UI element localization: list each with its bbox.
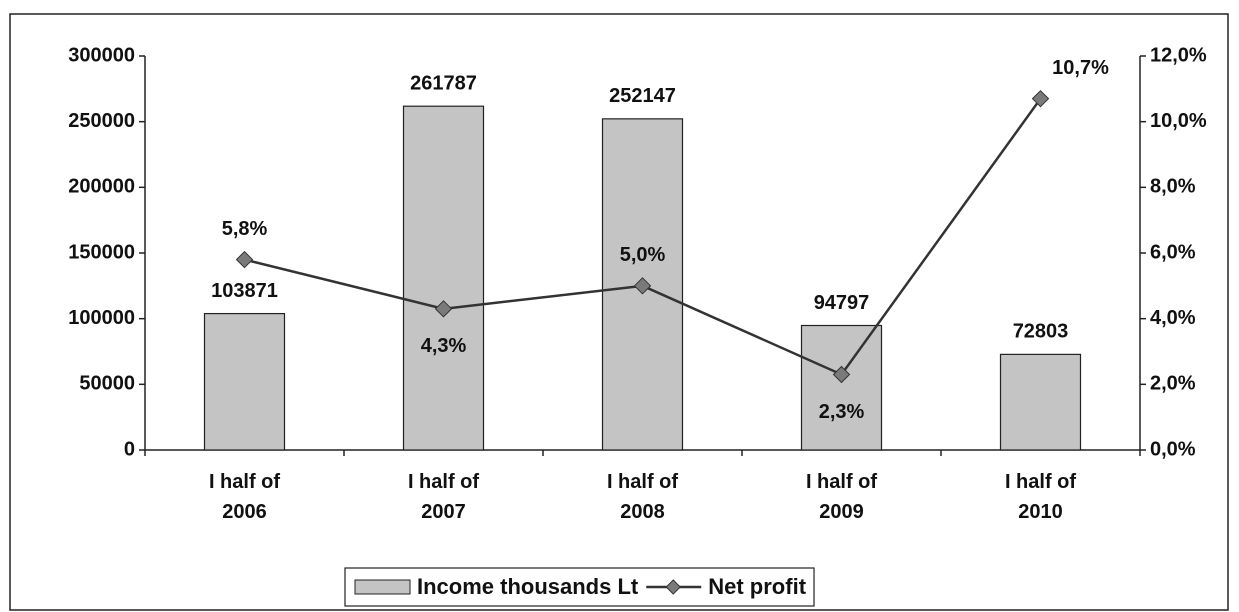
x-tick-label-line: 2006 bbox=[222, 501, 267, 523]
line-marker bbox=[235, 250, 254, 269]
y2-tick-label: 8,0% bbox=[1150, 176, 1196, 198]
y2-tick-label: 12,0% bbox=[1150, 44, 1207, 66]
line-value-label: 2,3% bbox=[819, 401, 865, 423]
bar-value-label: 94797 bbox=[814, 292, 870, 314]
legend-label: Net profit bbox=[708, 574, 806, 599]
x-tick-label-line: I half of bbox=[806, 471, 877, 493]
line-marker bbox=[1031, 89, 1050, 108]
y2-tick-label: 10,0% bbox=[1150, 110, 1207, 132]
line-marker bbox=[633, 277, 652, 295]
x-tick-label-line: I half of bbox=[1005, 471, 1076, 493]
bar-value-label: 252147 bbox=[609, 85, 676, 107]
y2-tick-label: 2,0% bbox=[1150, 373, 1196, 395]
bar bbox=[999, 353, 1082, 451]
x-tick-label-line: I half of bbox=[408, 471, 479, 493]
y-tick-label: 200000 bbox=[68, 176, 135, 198]
x-tick-label-line: I half of bbox=[607, 471, 678, 493]
line-value-label: 4,3% bbox=[421, 335, 467, 357]
x-tick-label: I half of 2008 bbox=[607, 471, 678, 523]
bar bbox=[402, 105, 485, 451]
legend-swatch bbox=[354, 579, 411, 595]
x-tick-label-line: 2007 bbox=[421, 501, 466, 523]
y-tick-label: 0 bbox=[124, 438, 135, 460]
line-marker bbox=[434, 300, 453, 318]
bar bbox=[203, 312, 286, 451]
x-tick-label-line: I half of bbox=[209, 471, 280, 493]
x-tick-label-line: 2008 bbox=[620, 501, 665, 523]
x-tick-label-line: 2010 bbox=[1018, 501, 1063, 523]
y2-tick-label: 0,0% bbox=[1150, 438, 1196, 460]
y2-tick-label: 6,0% bbox=[1150, 241, 1196, 263]
x-tick-label: I half of 2009 bbox=[806, 471, 877, 523]
legend-swatch-marker bbox=[665, 579, 681, 595]
bar-value-label: 261787 bbox=[410, 72, 477, 94]
x-tick-label: I half of 2007 bbox=[408, 471, 479, 523]
bar-value-label: 103871 bbox=[211, 280, 278, 302]
x-tick-label-line: 2009 bbox=[819, 501, 864, 523]
bar-value-label: 72803 bbox=[1013, 321, 1069, 343]
y-tick-label: 150000 bbox=[68, 241, 135, 263]
y-tick-label: 50000 bbox=[79, 373, 135, 395]
legend-box bbox=[344, 567, 815, 607]
legend-label: Income thousands Lt bbox=[417, 574, 639, 599]
y-tick-label: 100000 bbox=[68, 307, 135, 329]
y-tick-label: 300000 bbox=[68, 44, 135, 66]
line-value-label: 5,8% bbox=[222, 218, 268, 240]
x-tick-label: I half of 2010 bbox=[1005, 471, 1076, 523]
line-marker bbox=[832, 365, 851, 384]
bar bbox=[800, 324, 883, 451]
y2-tick-label: 4,0% bbox=[1150, 307, 1196, 329]
y-tick-label: 250000 bbox=[68, 110, 135, 132]
x-tick-label: I half of 2006 bbox=[209, 471, 280, 523]
line-value-label: 5,0% bbox=[620, 244, 666, 266]
line-value-label: 10,7% bbox=[1052, 57, 1109, 79]
